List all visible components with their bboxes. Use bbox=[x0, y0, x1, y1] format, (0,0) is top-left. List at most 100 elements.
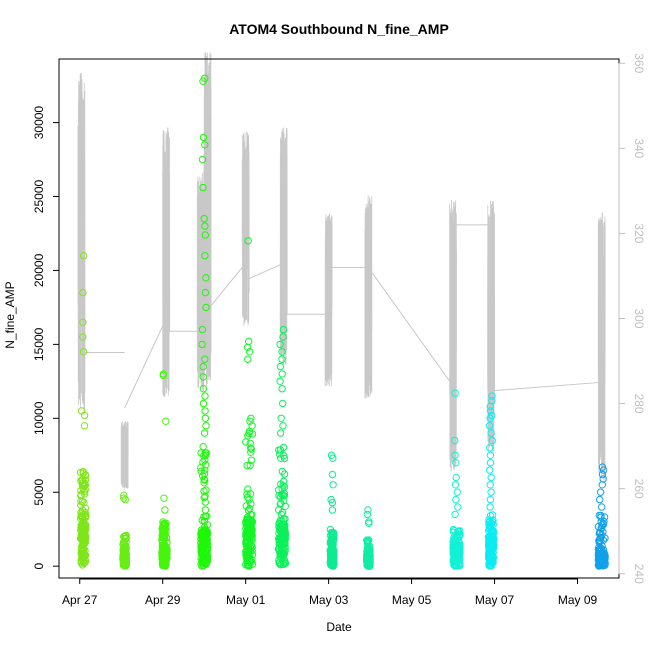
data-point-outlier bbox=[485, 422, 494, 430]
data-point-outlier bbox=[487, 473, 495, 482]
data-point-outlier bbox=[279, 325, 288, 334]
data-point-outlier bbox=[486, 444, 494, 452]
data-point bbox=[197, 549, 206, 558]
y2-tick-label: 240 bbox=[632, 564, 646, 584]
data-point bbox=[328, 530, 336, 539]
data-point-outlier bbox=[276, 429, 285, 437]
y2-tick-label: 300 bbox=[632, 308, 646, 328]
data-point bbox=[244, 432, 252, 440]
data-point bbox=[162, 519, 170, 527]
data-point-outlier bbox=[364, 506, 372, 514]
data-point-outlier bbox=[279, 422, 287, 430]
data-point bbox=[77, 559, 86, 567]
data-point-outlier bbox=[486, 407, 495, 415]
data-point bbox=[161, 530, 170, 539]
data-point bbox=[364, 543, 372, 552]
axes: Apr 27 Apr 29 May 01 May 03 May 05 May 07 May … bbox=[32, 53, 646, 607]
line-burst bbox=[364, 195, 373, 400]
data-point-outlier bbox=[245, 337, 253, 346]
line-connector bbox=[207, 262, 247, 311]
data-point bbox=[244, 485, 252, 493]
data-point-outlier bbox=[244, 237, 252, 245]
data-point bbox=[247, 519, 255, 527]
data-point-outlier bbox=[486, 451, 495, 459]
data-point-outlier bbox=[80, 411, 89, 420]
data-point bbox=[243, 493, 252, 501]
data-point bbox=[275, 446, 283, 454]
data-point bbox=[159, 541, 167, 549]
data-point bbox=[595, 536, 604, 545]
plot-frame bbox=[58, 58, 620, 579]
data-point bbox=[246, 461, 254, 470]
data-point-outlier bbox=[243, 343, 252, 351]
data-point bbox=[487, 525, 495, 534]
data-point bbox=[121, 557, 129, 565]
data-point bbox=[329, 538, 337, 546]
data-point bbox=[201, 498, 210, 506]
data-point bbox=[275, 540, 283, 548]
data-point bbox=[242, 540, 250, 548]
data-point-outlier bbox=[279, 333, 287, 341]
data-point bbox=[366, 545, 374, 553]
data-point bbox=[598, 551, 606, 560]
line-burst bbox=[449, 199, 457, 472]
data-point-outlier bbox=[200, 429, 209, 437]
point-series bbox=[76, 74, 609, 570]
data-point bbox=[79, 543, 87, 552]
line-burst bbox=[597, 212, 606, 481]
data-point-outlier bbox=[451, 510, 459, 519]
data-point-outlier bbox=[329, 481, 337, 489]
data-point bbox=[486, 538, 494, 546]
line-connector bbox=[245, 262, 284, 281]
data-point bbox=[245, 562, 253, 570]
data-point bbox=[81, 524, 90, 533]
data-point-outlier bbox=[201, 392, 209, 400]
data-point-outlier bbox=[201, 407, 209, 415]
data-point-outlier bbox=[453, 488, 461, 496]
data-point bbox=[242, 502, 251, 510]
data-point bbox=[488, 540, 496, 548]
data-point bbox=[244, 560, 252, 569]
y2-tick-label: 340 bbox=[632, 138, 646, 158]
data-point-outlier bbox=[200, 215, 208, 223]
line-connector bbox=[124, 318, 167, 409]
x-tick-label: May 03 bbox=[309, 593, 349, 607]
data-point-outlier bbox=[201, 141, 209, 149]
data-point bbox=[248, 550, 257, 559]
data-point-outlier bbox=[120, 491, 128, 499]
data-point bbox=[281, 529, 289, 537]
line-burst bbox=[324, 213, 333, 387]
data-point bbox=[245, 551, 253, 559]
data-point-outlier bbox=[201, 252, 209, 260]
data-point bbox=[77, 477, 85, 485]
data-point-outlier bbox=[278, 355, 286, 363]
data-point-outlier bbox=[159, 371, 168, 380]
data-point bbox=[247, 445, 256, 453]
data-point-outlier bbox=[598, 470, 607, 479]
data-point bbox=[456, 527, 464, 535]
data-point-outlier bbox=[328, 506, 337, 514]
data-point bbox=[248, 543, 256, 551]
data-point-outlier bbox=[596, 495, 604, 504]
data-point bbox=[201, 456, 209, 464]
data-point-outlier bbox=[199, 183, 207, 192]
y-tick-label: 0 bbox=[32, 563, 46, 570]
data-point-outlier bbox=[486, 466, 494, 474]
data-point bbox=[279, 560, 288, 568]
secondary-line-series bbox=[77, 51, 606, 489]
data-point-outlier bbox=[328, 498, 337, 507]
data-point bbox=[120, 554, 128, 563]
data-point-outlier bbox=[328, 470, 337, 479]
data-point bbox=[199, 472, 207, 480]
line-burst bbox=[77, 72, 86, 412]
data-point bbox=[78, 510, 86, 518]
data-point-outlier bbox=[201, 222, 209, 230]
y2-tick-label: 360 bbox=[632, 53, 646, 73]
data-point-outlier bbox=[452, 495, 460, 504]
chart-title: ATOM4 Southbound N_fine_AMP bbox=[229, 21, 449, 37]
data-point bbox=[452, 558, 460, 566]
data-point-outlier bbox=[160, 494, 168, 502]
data-point bbox=[201, 492, 209, 500]
data-point bbox=[201, 476, 209, 484]
data-point-outlier bbox=[198, 155, 207, 164]
